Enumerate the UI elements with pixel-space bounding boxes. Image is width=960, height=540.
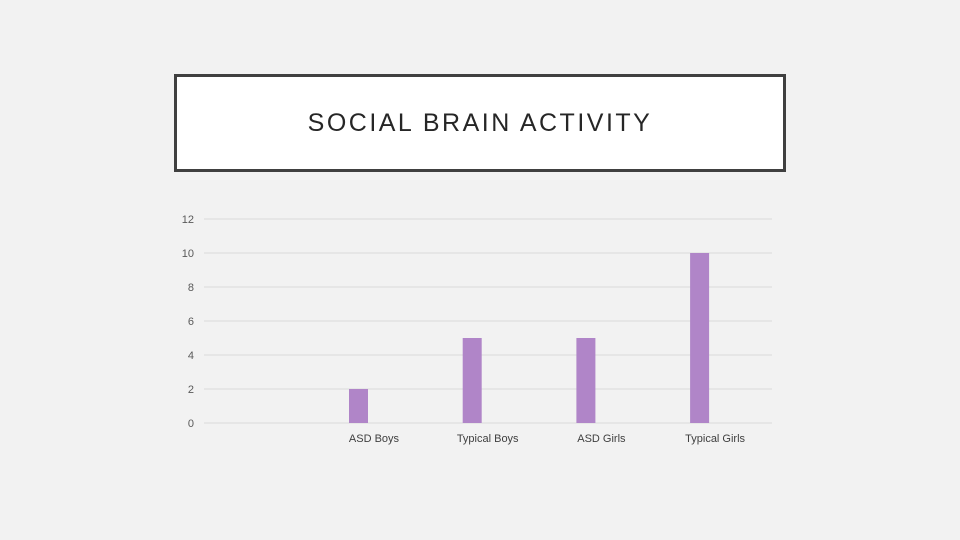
bar bbox=[690, 253, 710, 423]
x-category-label: Typical Boys bbox=[457, 433, 519, 445]
title-box: SOCIAL BRAIN ACTIVITY bbox=[174, 74, 786, 172]
bar bbox=[462, 338, 482, 423]
y-tick-label: 10 bbox=[182, 248, 194, 260]
x-category-label: ASD Girls bbox=[577, 433, 626, 445]
x-category-label: Typical Girls bbox=[685, 433, 745, 445]
bars bbox=[349, 253, 710, 423]
bar bbox=[576, 338, 596, 423]
gridlines bbox=[204, 218, 772, 424]
x-axis-labels: ASD Boys Typical Boys ASD Girls Typical Gir… bbox=[349, 433, 746, 445]
x-category-label: ASD Boys bbox=[349, 433, 400, 445]
y-tick-label: 8 bbox=[188, 282, 194, 294]
y-tick-label: 6 bbox=[188, 316, 194, 328]
y-tick-label: 12 bbox=[182, 214, 194, 226]
y-axis-ticks: 0 2 4 6 8 10 12 bbox=[182, 214, 194, 430]
y-tick-label: 4 bbox=[188, 350, 194, 362]
slide-title: SOCIAL BRAIN ACTIVITY bbox=[307, 109, 653, 137]
y-tick-label: 0 bbox=[188, 418, 194, 430]
bar bbox=[349, 389, 368, 423]
y-tick-label: 2 bbox=[188, 384, 194, 396]
